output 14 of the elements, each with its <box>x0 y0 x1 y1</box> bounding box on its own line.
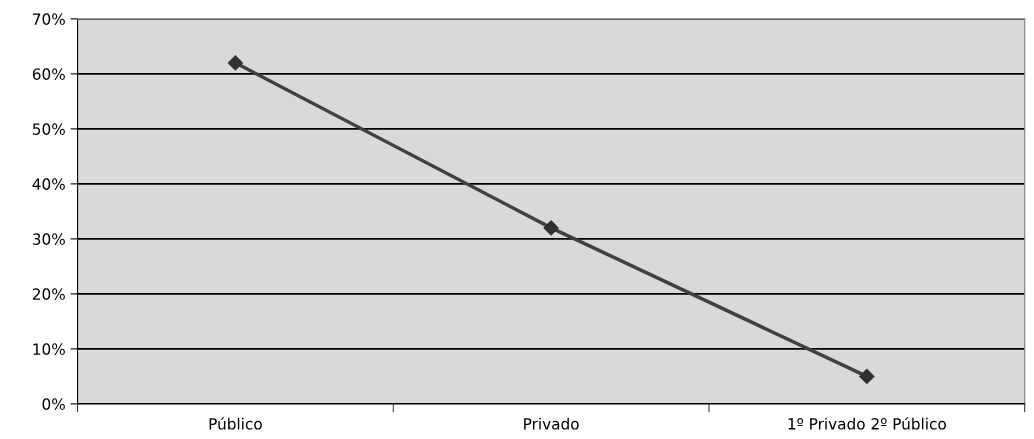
y-tick-label: 40% <box>32 178 65 190</box>
x-tick-label: 1º Privado 2º Público <box>788 417 946 430</box>
point <box>859 368 875 384</box>
y-tick-label: 70% <box>33 13 65 25</box>
y-tick-label: 10% <box>33 343 65 355</box>
y-tick-label: 20% <box>32 288 65 300</box>
point <box>543 220 559 236</box>
x-tick-label: Privado <box>524 417 579 430</box>
point <box>227 55 243 71</box>
y-tick-label: 0% <box>42 398 65 410</box>
y-tick-label: 50% <box>32 123 65 135</box>
y-tick-label: 30% <box>32 233 65 245</box>
x-tick-label: Público <box>209 417 262 430</box>
y-tick-label: 60% <box>32 68 65 80</box>
